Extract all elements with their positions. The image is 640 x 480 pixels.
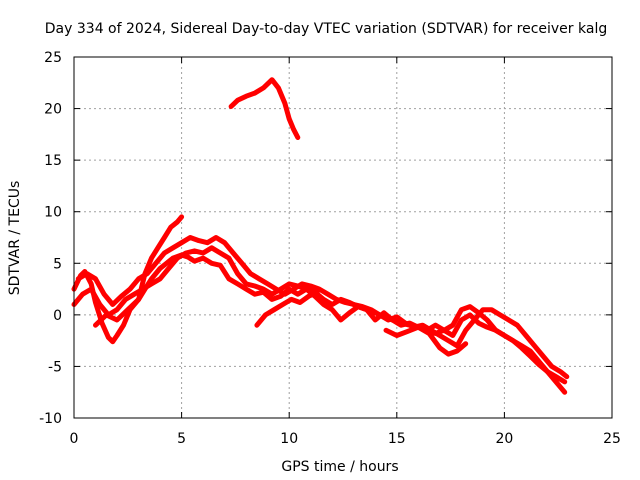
series-layer <box>71 77 570 395</box>
plot-frame <box>73 56 613 419</box>
series-track-4 <box>93 214 185 328</box>
series-track-2 <box>71 245 568 385</box>
tick-layer: 0 5 10 15 20 25 25 20 15 10 5 0 -5 -10 <box>39 50 621 447</box>
x-tick-label: 5 <box>177 431 186 447</box>
series-track-3 <box>75 235 570 380</box>
x-tick-label: 25 <box>603 431 621 447</box>
series-track-5 <box>228 77 301 140</box>
y-tick-label: 15 <box>44 153 62 169</box>
y-tick-label: 10 <box>44 205 62 221</box>
y-tick-label: 20 <box>44 102 62 118</box>
x-tick-label: 0 <box>70 431 79 447</box>
x-tick-label: 10 <box>280 431 298 447</box>
y-tick-label: 0 <box>53 308 62 324</box>
y-tick-label: 25 <box>44 50 62 66</box>
y-tick-label: 5 <box>53 256 62 272</box>
x-tick-label: 20 <box>495 431 513 447</box>
x-tick-label: 15 <box>388 431 406 447</box>
x-axis-title: GPS time / hours <box>281 459 398 475</box>
y-tick-label: -10 <box>39 411 62 427</box>
chart-title: Day 334 of 2024, Sidereal Day-to-day VTE… <box>45 21 607 37</box>
grid-layer <box>74 57 612 418</box>
y-tick-label: -5 <box>48 359 62 375</box>
series-track-7 <box>383 324 469 357</box>
series-track-6 <box>254 289 320 328</box>
y-axis-title: SDTVAR / TECUs <box>7 181 23 296</box>
